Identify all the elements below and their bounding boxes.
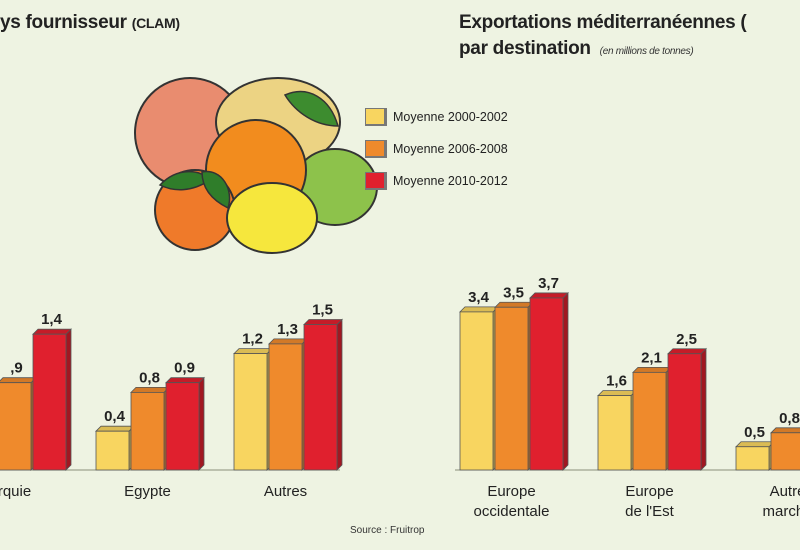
bar [735, 446, 770, 471]
legend-item: Moyenne 2000-2002 [365, 108, 508, 126]
bar-top [667, 348, 707, 355]
legend-label: Moyenne 2010-2012 [393, 174, 508, 188]
bar-side [198, 376, 205, 471]
bar [632, 371, 667, 471]
category-label: Europe [625, 483, 673, 500]
left-chart-title: ys fournisseur (CLAM) [0, 12, 180, 34]
bar-value-label: ,9 [10, 360, 23, 377]
bar-top [95, 425, 135, 432]
bar-value-label: 1,6 [606, 373, 627, 390]
bar [32, 333, 67, 471]
bar-side [336, 318, 343, 471]
bar-value-label: 1,4 [41, 311, 63, 328]
legend-label: Moyenne 2006-2008 [393, 142, 508, 156]
bar-value-label: 3,7 [538, 275, 559, 292]
right-chart-title-line1: Exportations méditerranéennes ( [459, 12, 747, 33]
bar [303, 324, 338, 471]
bar-value-label: 0,5 [744, 424, 765, 441]
bar [233, 353, 268, 471]
bar-value-label: 0,8 [779, 410, 800, 427]
legend-item: Moyenne 2006-2008 [365, 140, 508, 158]
bar-top [735, 441, 775, 448]
bar-top [130, 386, 170, 393]
right-chart-title: Exportations méditerranéennes ( par dest… [459, 10, 747, 65]
legend-swatch [365, 108, 387, 126]
bar [268, 343, 303, 471]
left-chart-title-text: ys fournisseur [0, 12, 127, 33]
bar-value-label: 1,5 [312, 302, 333, 319]
lemon-icon [226, 182, 318, 254]
category-label: Egypte [124, 483, 171, 500]
bar [770, 432, 800, 471]
bar-top [303, 319, 343, 325]
bar-value-label: 0,4 [104, 408, 126, 425]
bar-top [0, 377, 37, 384]
legend: Moyenne 2000-2002 Moyenne 2006-2008 Moye… [365, 108, 508, 204]
bar [529, 297, 564, 471]
legend-swatch [365, 172, 387, 190]
bar-value-label: 2,1 [641, 349, 662, 366]
bar [597, 395, 632, 471]
right-chart-title-line2: par destination [459, 38, 591, 59]
category-label: Europe [487, 483, 535, 500]
category-label: marché [762, 503, 800, 520]
bar-top [632, 366, 672, 373]
bar-top [165, 377, 205, 384]
bar [165, 382, 200, 471]
left-chart-title-suffix: (CLAM) [131, 15, 180, 31]
legend-label: Moyenne 2000-2002 [393, 110, 508, 124]
category-label: Autre [770, 483, 800, 500]
bar-top [268, 338, 308, 345]
bar-value-label: 1,3 [277, 321, 298, 338]
right-bar-chart: 3,4 3,5 3,7 Europe occidentale 1,6 2,1 2,5 Europ… [455, 275, 800, 520]
source-note: Source : Fruitrop [350, 525, 425, 536]
bar-side [700, 347, 707, 471]
legend-item: Moyenne 2010-2012 [365, 172, 508, 190]
bar [459, 311, 494, 471]
bar-top [32, 328, 72, 335]
citrus-fruit-illustration [134, 77, 378, 254]
bar-top [233, 348, 273, 355]
category-label: Autres [264, 483, 307, 500]
category-label: occidentale [474, 503, 550, 520]
bar [0, 382, 32, 471]
bar [95, 430, 130, 471]
bar-top [459, 306, 499, 313]
bar-top [529, 292, 569, 299]
legend-swatch [365, 140, 387, 158]
category-label: rquie [0, 483, 31, 500]
bar [494, 306, 529, 471]
left-bar-chart: ,9 1,4 rquie 0,4 0,8 0,9 Egypte 1,2 1,3 1,5 Autres [0, 302, 343, 500]
bar-top [597, 390, 637, 397]
bar [667, 353, 702, 471]
category-label: de l'Est [625, 503, 675, 520]
bar [130, 391, 165, 471]
right-chart-unit: (en millions de tonnes) [599, 46, 694, 57]
bar-value-label: 0,8 [139, 369, 160, 386]
bar-side [65, 328, 72, 471]
leaf-icon [283, 90, 339, 127]
bar-value-label: 2,5 [676, 331, 697, 348]
bar-value-label: 3,5 [503, 284, 524, 301]
bar-value-label: 1,2 [242, 331, 263, 348]
bar-value-label: 0,9 [174, 360, 195, 377]
bar-value-label: 3,4 [468, 289, 490, 306]
bar-top [494, 301, 534, 308]
bar-top [770, 427, 800, 434]
bar-side [562, 291, 569, 471]
